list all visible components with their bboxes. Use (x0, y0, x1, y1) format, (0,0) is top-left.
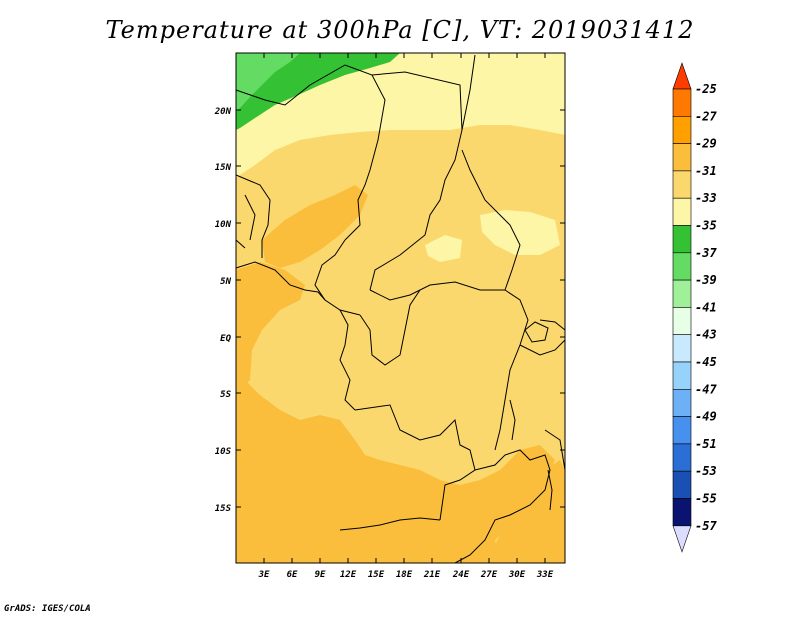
axis-ticks (236, 53, 565, 563)
lat-label: EQ (220, 334, 231, 344)
field-region-31 (236, 53, 565, 563)
colorbar-swatch (672, 361, 692, 390)
colorbar-label: -55 (695, 492, 717, 506)
colorbar-label: -37 (695, 246, 717, 260)
border-zambia (454, 449, 551, 564)
field-region-29-south (330, 455, 450, 550)
colorbar-label: -43 (695, 328, 717, 342)
coastline-gulf (235, 261, 326, 301)
colorbar-swatch (672, 279, 692, 308)
lon-label: 33E (536, 570, 554, 580)
border-sudan (461, 54, 521, 291)
lat-label: 5S (220, 390, 231, 400)
temperature-field (236, 53, 565, 563)
border-drc-west (359, 289, 421, 366)
colorbar-bottom-arrow (672, 525, 692, 553)
colorbar-swatch (672, 170, 692, 199)
lake-malawi (547, 469, 553, 511)
colorbar-label: -31 (695, 164, 717, 178)
colorbar-swatch (672, 388, 692, 417)
colorbar-swatch (672, 116, 692, 144)
lat-label: 15N (215, 163, 232, 173)
lon-label: 30E (508, 570, 526, 580)
colorbar: -25 -27 -29 -31 -33 -35 -37 -39 -41 -43 -45 -47 -49 -… (672, 62, 717, 553)
longitude-labels: 3E 6E 9E 12E 15E 18E 21E 24E 27E 30E 33E (258, 570, 554, 580)
lat-label: 10N (215, 220, 232, 230)
border-west-africa (235, 174, 271, 258)
colorbar-swatch (672, 443, 692, 472)
colorbar-label: -35 (695, 219, 717, 233)
colorbar-swatch (672, 470, 692, 499)
lake-tanganyika (509, 399, 516, 441)
border-angola (354, 404, 476, 521)
border-namibia (339, 517, 441, 531)
latitude-labels: 20N 15N 10N 5N EQ 5S 10S 15S (214, 107, 232, 514)
border-drc-east (494, 289, 529, 451)
colorbar-label: -53 (695, 464, 717, 478)
field-region-29-west (236, 262, 305, 385)
colorbar-swatch (672, 143, 692, 172)
lon-label: 6E (287, 570, 298, 580)
border-congo (339, 309, 356, 411)
colorbar-label: -33 (695, 191, 717, 205)
colorbar-label: -57 (695, 519, 717, 533)
country-borders (235, 54, 566, 564)
border-niger-chad (369, 71, 463, 291)
lat-label: 20N (214, 107, 232, 117)
colorbar-swatch (672, 88, 692, 117)
field-region-37 (236, 53, 400, 130)
lon-label: 3E (258, 570, 270, 580)
lake-victoria (524, 321, 549, 343)
lon-label: 12E (340, 570, 357, 580)
colorbar-swatch (672, 252, 692, 281)
grads-credit: GrADS: IGES/COLA (4, 604, 91, 614)
lon-label: 27E (480, 570, 498, 580)
field-region-33-east (480, 210, 560, 255)
map-frame (235, 52, 566, 564)
colorbar-label: -25 (695, 82, 717, 96)
lon-label: 21E (423, 570, 441, 580)
colorbar-swatch (672, 197, 692, 226)
field-region-29-nigeria (262, 185, 368, 268)
colorbar-label: -27 (695, 109, 717, 123)
colorbar-swatch (672, 225, 692, 254)
lon-label: 18E (396, 570, 413, 580)
colorbar-swatch (672, 498, 692, 527)
colorbar-swatch (672, 334, 692, 363)
colorbar-label: -47 (695, 382, 717, 396)
lon-label: 9E (315, 570, 326, 580)
colorbar-label: -51 (695, 437, 717, 451)
colorbar-label: -45 (695, 355, 717, 369)
border-north-africa (235, 64, 386, 241)
lon-label: 15E (368, 570, 385, 580)
field-region-29-southeast (495, 460, 565, 563)
colorbar-label: -41 (695, 300, 717, 314)
colorbar-top-arrow (672, 62, 692, 90)
lat-label: 15S (215, 504, 232, 514)
lat-label: 5N (220, 277, 231, 287)
border-car (369, 281, 505, 301)
map-title: Temperature at 300hPa [C], VT: 201903141… (105, 16, 695, 44)
field-region-39 (236, 53, 300, 112)
colorbar-label: -29 (695, 137, 717, 151)
lat-label: 10S (215, 447, 232, 457)
colorbar-label: -39 (695, 273, 717, 287)
colorbar-swatch (672, 307, 692, 335)
lon-label: 24E (452, 570, 470, 580)
colorbar-label: -49 (695, 410, 717, 424)
border-east-africa (519, 319, 566, 471)
colorbar-swatch (672, 416, 692, 445)
field-region-33-central (425, 235, 462, 262)
